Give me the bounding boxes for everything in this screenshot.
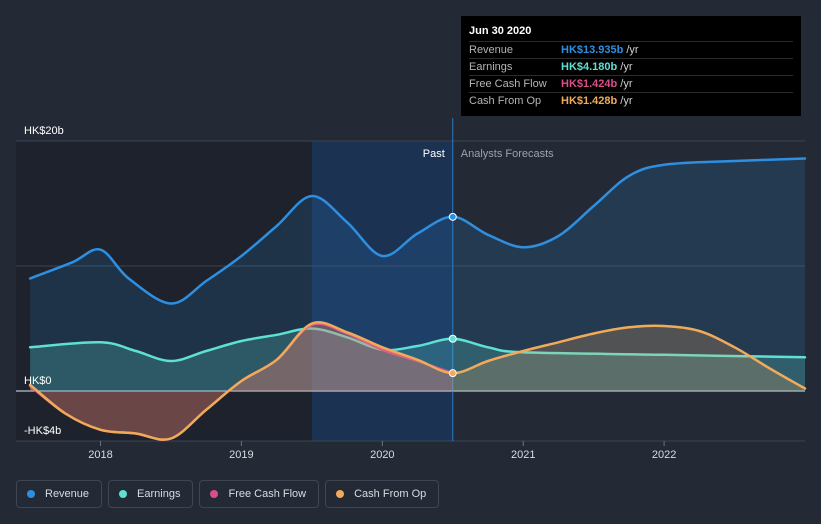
x-tick-label: 2019 [229, 449, 253, 461]
tooltip-value: HK$1.428b [561, 95, 618, 107]
legend-label: Cash From Op [354, 488, 427, 500]
x-tick-label: 2020 [370, 449, 394, 461]
earnings-dot-icon [119, 490, 128, 498]
revenue-line [28, 157, 807, 305]
tooltip-label: Cash From Op [469, 95, 542, 107]
legend-item-cash-from-op[interactable]: Cash From Op [325, 480, 440, 508]
cash-from-op-point [448, 369, 457, 378]
revenue-dot-icon [27, 490, 35, 498]
tooltip-value: HK$13.935b [561, 44, 624, 56]
y-tick-label: HK$0 [24, 375, 52, 387]
y-tick-label: HK$20b [24, 125, 64, 137]
tooltip-label: Earnings [469, 61, 513, 73]
legend-label: Free Cash Flow [228, 488, 307, 500]
tooltip-row-cash-from-op: Cash From Op HK$1.428b /yr [469, 92, 793, 109]
legend-label: Earnings [137, 488, 181, 500]
tooltip-label: Revenue [469, 44, 514, 56]
cash-from-op-area [30, 322, 806, 440]
cash-from-op-line [28, 321, 807, 441]
x-tick-label: 2021 [511, 449, 535, 461]
legend-label: Revenue [45, 488, 90, 500]
earnings-line [28, 327, 807, 363]
tooltip-row-earnings: Earnings HK$4.180b /yr [469, 58, 793, 75]
earnings-point [448, 334, 457, 343]
legend-item-revenue[interactable]: Revenue [16, 480, 103, 508]
revenue-point [448, 212, 457, 221]
legend-item-free-cash-flow[interactable]: Free Cash Flow [199, 480, 320, 508]
cash-from-op-dot-icon [336, 490, 345, 498]
hover-tooltip: Jun 30 2020 Revenue HK$13.935b /yr Earni… [461, 16, 801, 116]
forecast-label: Analysts Forecasts [461, 148, 554, 160]
y-tick-label: -HK$4b [24, 425, 61, 437]
tooltip-unit: /yr [626, 44, 639, 56]
tooltip-unit: /yr [620, 61, 633, 73]
x-tick-label: 2018 [88, 449, 112, 461]
free-cash-flow-dot-icon [210, 490, 219, 498]
tooltip-row-free-cash-flow: Free Cash Flow HK$1.424b /yr [469, 75, 793, 92]
tooltip-unit: /yr [620, 95, 633, 107]
legend: Revenue Earnings Free Cash Flow Cash Fro… [16, 480, 440, 508]
tooltip-value: HK$1.424b [561, 78, 618, 90]
tooltip-date: Jun 30 2020 [469, 25, 532, 37]
tooltip-unit: /yr [620, 78, 633, 90]
legend-item-earnings[interactable]: Earnings [108, 480, 194, 508]
x-tick-label: 2022 [652, 449, 676, 461]
revenue-area [30, 158, 806, 391]
tooltip-label: Free Cash Flow [469, 78, 547, 90]
past-label: Past [423, 148, 445, 160]
tooltip-value: HK$4.180b [561, 61, 618, 73]
tooltip-row-revenue: Revenue HK$13.935b /yr [469, 41, 793, 58]
